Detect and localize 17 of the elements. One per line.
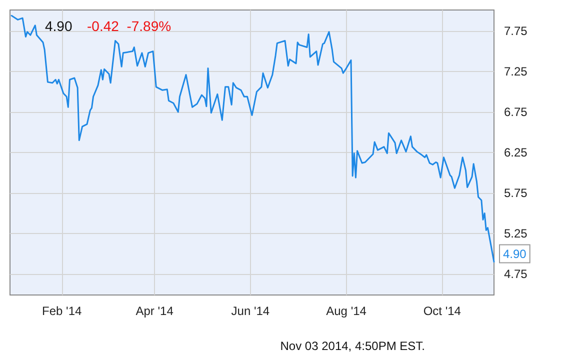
y-tick-label: 5.75	[504, 186, 528, 200]
text: Nov 03 2014, 4:50PM EST.	[280, 339, 425, 353]
y-tick-label: 5.25	[504, 226, 528, 240]
y-tick-label: 6.75	[504, 105, 528, 120]
y-tick-label: 7.75	[504, 24, 528, 38]
x-tick-label: Feb '14	[42, 304, 82, 318]
text: -0.42 -7.89%	[87, 18, 172, 34]
line-series	[10, 14, 495, 263]
x-tick-label: Jun '14	[231, 304, 270, 318]
y-tick-label: 4.75	[504, 266, 528, 281]
data-label: 4.90	[503, 246, 527, 261]
x-tick-label: Aug '14	[326, 304, 367, 318]
y-tick-label: 6.25	[504, 146, 528, 160]
x-tick-label: Apr '14	[136, 304, 174, 318]
x-tick-label: Oct '14	[423, 304, 462, 318]
text: 4.90	[45, 18, 72, 34]
y-tick-label: 7.25	[504, 64, 528, 79]
